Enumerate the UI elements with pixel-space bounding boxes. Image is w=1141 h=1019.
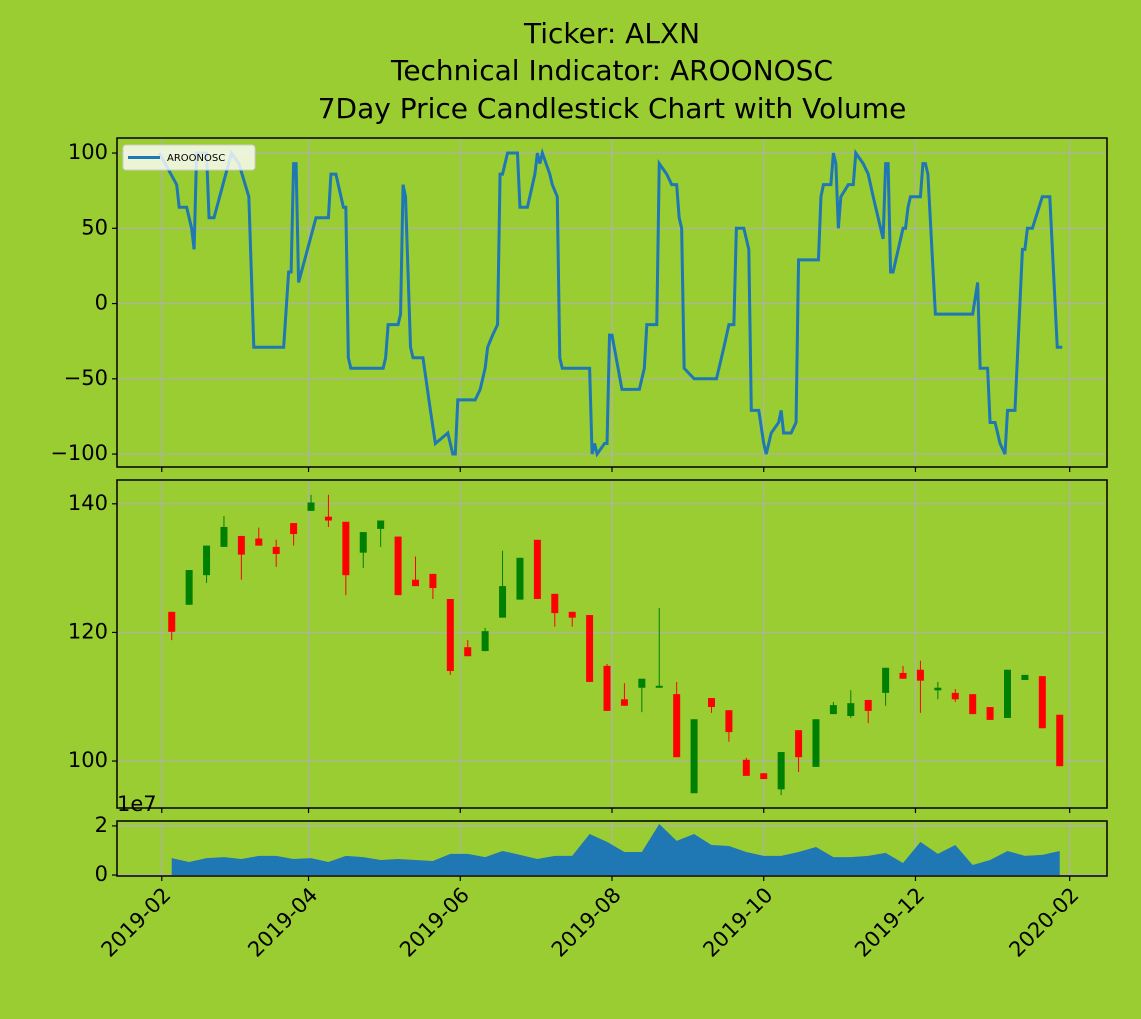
candle-body — [847, 703, 855, 717]
candle-body — [533, 539, 541, 599]
y-tick-label: 0 — [95, 291, 108, 315]
candle-body — [342, 521, 350, 576]
candle-body — [586, 615, 594, 682]
candle-body — [1056, 714, 1064, 767]
candle-body — [603, 665, 611, 711]
y-tick-label: 120 — [68, 619, 108, 643]
candle-body — [220, 526, 228, 547]
y-tick-label: 0 — [95, 862, 108, 886]
candle-body — [551, 593, 559, 614]
offset-label: 1e7 — [117, 792, 157, 816]
legend: AROONOSC — [122, 144, 256, 171]
x-tick-label: 2019-10 — [698, 883, 777, 962]
y-tick-label: 2 — [95, 813, 108, 837]
candle-body — [499, 586, 507, 618]
candle-body — [237, 535, 245, 555]
candle-body — [429, 573, 437, 589]
area — [171, 823, 1060, 876]
legend-box — [122, 144, 256, 171]
y-tick-label: 100 — [68, 748, 108, 772]
candle-body — [272, 546, 280, 554]
y-tick-label: 100 — [68, 140, 108, 164]
chart-title: Technical Indicator: AROONOSC — [390, 54, 833, 87]
chart-title: Ticker: ALXN — [523, 17, 700, 50]
candle-body — [394, 536, 402, 596]
candle-body — [655, 685, 663, 688]
y-tick-label: 140 — [68, 491, 108, 515]
candle-body — [255, 538, 263, 546]
x-tick-label: 2019-06 — [395, 883, 474, 962]
candle-body — [986, 707, 994, 720]
candle-body — [916, 669, 924, 681]
candle-body — [951, 692, 959, 700]
chart-title: 7Day Price Candlestick Chart with Volume — [318, 92, 907, 125]
candle-body — [620, 699, 628, 706]
y-tick-label: −50 — [64, 366, 108, 390]
candle-body — [882, 667, 890, 693]
candle-body — [638, 678, 646, 688]
candle-body — [725, 710, 733, 733]
candle-body — [690, 719, 698, 794]
y-tick-label: −100 — [50, 441, 108, 465]
candle-body — [481, 631, 489, 652]
candle-body — [1004, 669, 1012, 718]
candle-body — [760, 773, 768, 780]
candle-body — [812, 719, 820, 767]
candle-body — [464, 647, 472, 657]
plot-frame — [116, 479, 1108, 809]
candle-body — [707, 698, 715, 708]
candle-body — [411, 579, 419, 587]
candle-body — [324, 516, 332, 521]
plot-frame — [116, 820, 1108, 877]
candle-body — [1021, 674, 1029, 681]
x-tick-label: 2019-08 — [547, 883, 626, 962]
legend-label: AROONOSC — [167, 153, 225, 164]
candle-body — [377, 520, 385, 529]
y-tick-label: 50 — [81, 215, 108, 239]
plot-frame — [116, 137, 1108, 468]
line — [157, 147, 1063, 458]
candle-body — [568, 611, 576, 618]
candle-body — [864, 699, 872, 711]
candle-body — [446, 598, 454, 672]
x-tick-label: 2019-02 — [97, 883, 176, 962]
candle-body — [673, 694, 681, 758]
candle-body — [795, 730, 803, 758]
candle-body — [307, 502, 315, 511]
candle-body — [1038, 676, 1046, 729]
candle-body — [168, 611, 176, 632]
candle-body — [777, 752, 785, 790]
candle-body — [290, 523, 298, 535]
x-tick-label: 2020-02 — [1004, 883, 1083, 962]
candle-body — [516, 557, 524, 600]
candle-body — [185, 570, 193, 605]
candle-body — [829, 705, 837, 715]
candle-body — [203, 545, 211, 576]
candle-body — [899, 672, 907, 679]
candle-body — [359, 532, 367, 553]
candle-body — [934, 687, 942, 691]
x-tick-label: 2019-12 — [850, 883, 929, 962]
candle-body — [969, 694, 977, 715]
candle-body — [742, 759, 750, 776]
x-tick-label: 2019-04 — [243, 883, 322, 962]
